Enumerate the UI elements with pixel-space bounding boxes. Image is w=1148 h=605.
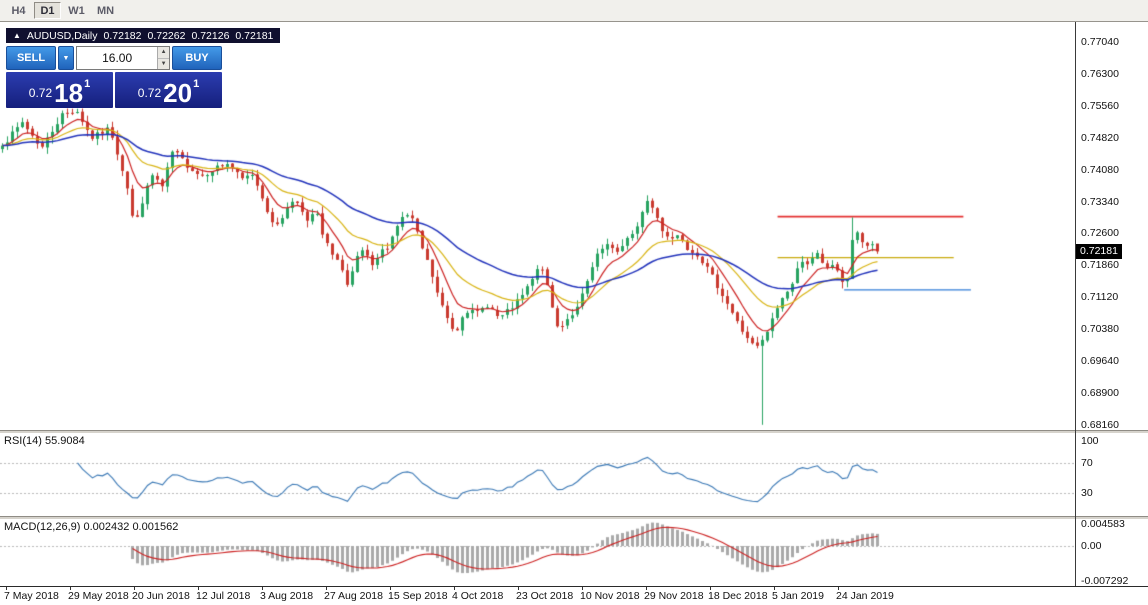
- ask-price-prefix: 0.72: [137, 86, 162, 100]
- timeframe-mn-button[interactable]: MN: [92, 2, 119, 19]
- date-label: 23 Oct 2018: [516, 590, 574, 602]
- date-label: 10 Nov 2018: [580, 590, 640, 602]
- ohlc-high: 0.72262: [147, 29, 186, 42]
- macd-level-label: -0.007292: [1081, 575, 1129, 587]
- date-tick: [774, 587, 775, 590]
- macd-indicator-canvas[interactable]: [0, 519, 1074, 586]
- one-click-trading-panel: SELL ▼ ▲ ▼ BUY 0.72 18 1 0.72 20: [6, 46, 222, 108]
- date-tick: [134, 587, 135, 590]
- macd-level-label: 0.00: [1081, 540, 1102, 552]
- price-tick-label: 0.73340: [1081, 195, 1119, 208]
- date-label: 18 Dec 2018: [708, 590, 768, 602]
- rsi-level-label: 70: [1081, 457, 1093, 469]
- bid-price-prefix: 0.72: [28, 86, 53, 100]
- buy-button[interactable]: BUY: [172, 46, 222, 70]
- bid-price-big: 18: [54, 77, 84, 108]
- date-label: 4 Oct 2018: [452, 590, 504, 602]
- time-axis[interactable]: 7 May 2018 29 May 2018 20 Jun 2018 12 Jul 2…: [0, 586, 1148, 604]
- date-tick: [582, 587, 583, 590]
- volume-stepper: ▲ ▼: [157, 47, 169, 69]
- timeframe-w1-button[interactable]: W1: [63, 2, 90, 19]
- volume-input[interactable]: [77, 47, 158, 69]
- ohlc-close: 0.72181: [235, 29, 274, 42]
- date-tick: [198, 587, 199, 590]
- rsi-level-label: 100: [1081, 434, 1099, 447]
- timeframe-toolbar: H4 D1 W1 MN: [0, 0, 1148, 22]
- macd-level-label: 0.004583: [1081, 518, 1125, 530]
- price-tick-label: 0.68160: [1081, 418, 1119, 431]
- date-tick: [390, 587, 391, 590]
- date-tick: [518, 587, 519, 590]
- rsi-level-label: 30: [1081, 487, 1093, 499]
- price-tick-label: 0.74820: [1081, 131, 1119, 144]
- price-tick-label: 0.77040: [1081, 36, 1119, 48]
- date-label: 27 Aug 2018: [324, 590, 383, 602]
- date-tick: [838, 587, 839, 590]
- price-scale[interactable]: 0.72181 0.77040 0.76300 0.75560 0.74820 0.74…: [1075, 22, 1148, 604]
- current-price-badge: 0.72181: [1076, 244, 1122, 259]
- date-tick: [710, 587, 711, 590]
- date-tick: [454, 587, 455, 590]
- price-tick-label: 0.72600: [1081, 227, 1119, 240]
- ohlc-low: 0.72126: [191, 29, 230, 42]
- price-tick-label: 0.71120: [1081, 291, 1119, 304]
- pane-separator[interactable]: [0, 430, 1148, 433]
- chart-window: ▲ AUDUSD,Daily 0.72182 0.72262 0.72126 0…: [0, 22, 1148, 604]
- price-tick-label: 0.70380: [1081, 323, 1119, 336]
- date-label: 5 Jan 2019: [772, 590, 824, 602]
- date-tick: [326, 587, 327, 590]
- date-tick: [646, 587, 647, 590]
- symbol-label: AUDUSD,Daily: [26, 29, 98, 42]
- ohlc-open: 0.72182: [103, 29, 142, 42]
- date-label: 3 Aug 2018: [260, 590, 314, 602]
- date-label: 29 Nov 2018: [644, 590, 704, 602]
- ask-price-point: 1: [193, 78, 200, 90]
- sell-button[interactable]: SELL: [6, 46, 56, 70]
- date-label: 7 May 2018: [4, 590, 59, 602]
- timeframe-d1-button[interactable]: D1: [34, 2, 61, 19]
- date-label: 12 Jul 2018: [196, 590, 251, 602]
- price-tick-label: 0.69640: [1081, 355, 1119, 367]
- volume-down-icon[interactable]: ▼: [158, 58, 169, 69]
- ask-price-big: 20: [163, 77, 193, 108]
- price-tick-label: 0.76300: [1081, 67, 1119, 80]
- price-tick-label: 0.71860: [1081, 259, 1119, 272]
- collapse-one-click-icon[interactable]: ▲: [13, 31, 21, 40]
- date-tick: [262, 587, 263, 590]
- volume-field-group: ▲ ▼: [76, 46, 170, 70]
- date-label: 15 Sep 2018: [388, 590, 448, 602]
- chevron-down-icon: ▼: [62, 54, 70, 62]
- date-label: 24 Jan 2019: [836, 590, 894, 602]
- price-tick-label: 0.74080: [1081, 163, 1119, 176]
- date-tick: [6, 587, 7, 590]
- timeframe-h4-button[interactable]: H4: [5, 2, 32, 19]
- macd-header: MACD(12,26,9) 0.002432 0.001562: [4, 521, 179, 533]
- order-options-dropdown[interactable]: ▼: [58, 46, 74, 70]
- rsi-header: RSI(14) 55.9084: [4, 435, 85, 447]
- pane-separator[interactable]: [0, 516, 1148, 519]
- bid-price-point: 1: [84, 78, 91, 90]
- bid-quote-panel[interactable]: 0.72 18 1: [6, 72, 113, 108]
- date-label: 29 May 2018: [68, 590, 129, 602]
- date-tick: [70, 587, 71, 590]
- price-tick-label: 0.75560: [1081, 99, 1119, 112]
- rsi-indicator-canvas[interactable]: [0, 433, 1074, 516]
- symbol-info-bar: ▲ AUDUSD,Daily 0.72182 0.72262 0.72126 0…: [6, 28, 281, 43]
- date-label: 20 Jun 2018: [132, 590, 190, 602]
- price-tick-label: 0.68900: [1081, 386, 1119, 399]
- ask-quote-panel[interactable]: 0.72 20 1: [115, 72, 222, 108]
- volume-up-icon[interactable]: ▲: [158, 47, 169, 59]
